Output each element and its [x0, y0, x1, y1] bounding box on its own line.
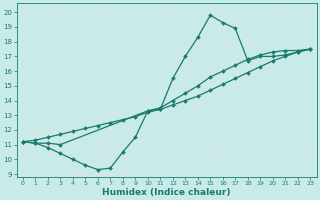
X-axis label: Humidex (Indice chaleur): Humidex (Indice chaleur)	[102, 188, 231, 197]
